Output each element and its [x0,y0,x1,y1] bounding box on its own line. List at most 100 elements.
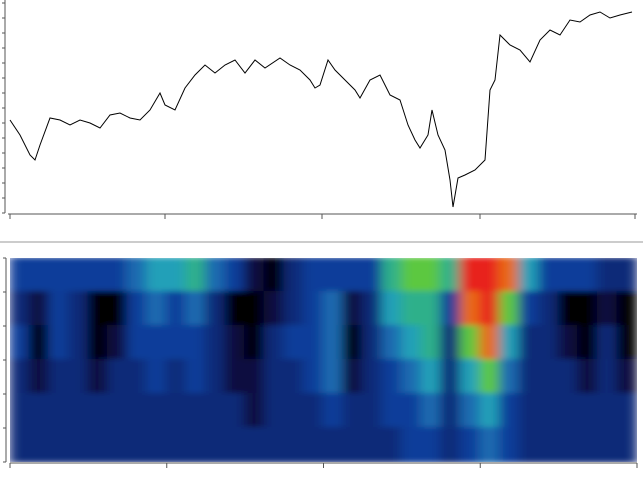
heatmap-cell [224,291,247,327]
heatmap-cell [28,427,51,462]
heatmap-cell [165,258,188,293]
heatmap-cell [302,291,325,327]
heatmap-cell [459,291,482,327]
heatmap-cell [67,291,90,327]
heatmap-cell [479,291,501,327]
heatmap-cell [459,393,482,429]
heatmap-cell [400,325,423,361]
heatmap-cell [479,325,501,361]
heatmap-cell [322,393,345,429]
heatmap-cell [342,393,364,429]
heatmap-cell [204,258,227,293]
heatmap-cell [302,427,325,462]
heatmap-cell [322,427,345,462]
heatmap-cell [87,291,109,327]
heatmap-cell [283,258,305,293]
heatmap-cell [126,359,149,395]
heatmap-cell [518,325,541,361]
heatmap-cell [106,393,129,429]
heatmap-cell [28,325,51,361]
heatmap-cell [185,359,207,395]
heatmap-cell [381,393,403,429]
heatmap-cell [557,393,580,429]
heatmap-cell [577,325,599,361]
line [9,11,633,208]
heatmap-cell [361,393,384,429]
heatmap-cell [459,258,482,293]
heatmap-cell [518,258,541,293]
heatmap-cell [420,291,443,327]
heatmap-cell [538,258,560,293]
heatmap-cell [302,393,325,429]
heatmap-cell [244,359,266,395]
heatmap-cell [48,325,70,361]
heatmap-cell [165,359,188,395]
heatmap-cell [322,291,345,327]
heatmap-cell [498,258,521,293]
heatmap-cell [616,325,637,361]
heatmap-cell [146,359,168,395]
heatmap-cell [126,393,149,429]
heatmap-cell [400,427,423,462]
heatmap-cell [596,325,619,361]
heatmap-cell [381,427,403,462]
heatmap-cell [185,325,207,361]
heatmap-cell [342,291,364,327]
heatmap-cell [204,291,227,327]
heatmap-cell [185,258,207,293]
heatmap-cell [244,325,266,361]
heatmap-cell [67,258,90,293]
heatmap [10,258,637,462]
heatmap-cell [538,291,560,327]
heatmap-cell [146,325,168,361]
heatmap-cell [400,291,423,327]
heatmap-cell [204,393,227,429]
heatmap-cell [538,359,560,395]
heatmap-cell [557,291,580,327]
heatmap-cell [440,291,462,327]
heatmap-cell [577,258,599,293]
heatmap-cell [10,291,31,327]
heatmap-cell [518,393,541,429]
heatmap-cell [616,258,637,293]
heatmap-cell [440,325,462,361]
heatmap-cell [440,359,462,395]
heatmap-cells [10,258,637,462]
heatmap-cell [28,291,51,327]
heatmap-cell [48,359,70,395]
heatmap-cell [361,427,384,462]
heatmap-cell [302,359,325,395]
heatmap-cell [322,325,345,361]
heatmap-cell [498,291,521,327]
heatmap-cell [557,427,580,462]
heatmap-cell [106,359,129,395]
heatmap-cell [498,393,521,429]
heatmap-cell [48,258,70,293]
heatmap-cell [400,258,423,293]
heatmap-cell [244,291,266,327]
heatmap-cell [322,359,345,395]
heatmap-cell [596,258,619,293]
heatmap-cell [263,325,286,361]
heatmap-cell [577,291,599,327]
heatmap-cell [440,427,462,462]
heatmap-cell [283,325,305,361]
heatmap-cell [616,291,637,327]
heatmap-cell [204,359,227,395]
heatmap-cell [244,258,266,293]
heatmap-cell [400,393,423,429]
heatmap-cell [420,359,443,395]
heatmap-cell [224,393,247,429]
heatmap-cell [224,359,247,395]
heatmap-cell [342,325,364,361]
heatmap-cell [48,291,70,327]
heatmap-cell [616,393,637,429]
heatmap-cell [146,427,168,462]
heatmap-cell [146,291,168,327]
heatmap-cell [48,427,70,462]
heatmap-cell [420,258,443,293]
heatmap-cell [10,258,31,293]
heatmap-cell [48,393,70,429]
